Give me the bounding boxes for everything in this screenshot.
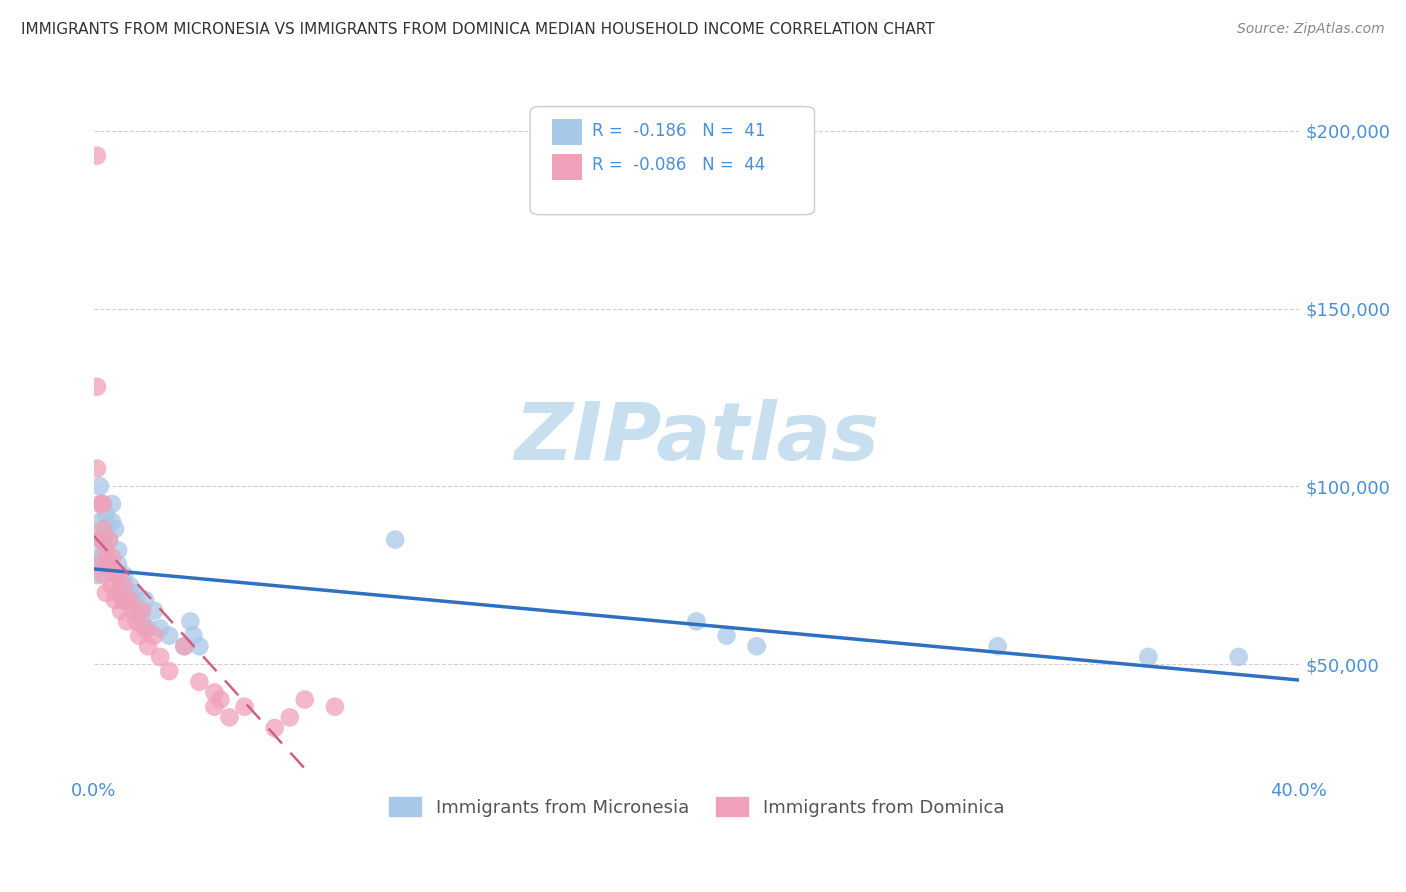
Immigrants from Dominica [91, 497, 114, 511]
Immigrants from Dominica [233, 699, 256, 714]
Immigrants from Micronesia [987, 640, 1010, 654]
Immigrants from Dominica [104, 593, 127, 607]
Immigrants from Dominica [104, 568, 127, 582]
Immigrants from Dominica [120, 593, 142, 607]
Immigrants from Dominica [112, 579, 135, 593]
Immigrants from Dominica [157, 664, 180, 678]
Immigrants from Dominica [98, 558, 121, 572]
Immigrants from Dominica [134, 622, 156, 636]
Immigrants from Dominica [112, 593, 135, 607]
Immigrants from Dominica [122, 604, 145, 618]
Immigrants from Dominica [89, 533, 111, 547]
Immigrants from Micronesia [384, 533, 406, 547]
Immigrants from Micronesia [91, 497, 114, 511]
Immigrants from Micronesia [94, 522, 117, 536]
Immigrants from Micronesia [91, 533, 114, 547]
Immigrants from Micronesia [131, 615, 153, 629]
Immigrants from Dominica [94, 543, 117, 558]
Immigrants from Dominica [110, 604, 132, 618]
Immigrants from Micronesia [98, 558, 121, 572]
Immigrants from Dominica [98, 533, 121, 547]
Immigrants from Dominica [125, 615, 148, 629]
Immigrants from Dominica [294, 692, 316, 706]
Immigrants from Dominica [173, 640, 195, 654]
Immigrants from Dominica [188, 674, 211, 689]
Immigrants from Micronesia [173, 640, 195, 654]
Immigrants from Dominica [323, 699, 346, 714]
Immigrants from Micronesia [685, 615, 707, 629]
Immigrants from Dominica [86, 380, 108, 394]
Immigrants from Dominica [204, 699, 226, 714]
Immigrants from Dominica [136, 640, 159, 654]
Immigrants from Dominica [86, 461, 108, 475]
Immigrants from Micronesia [101, 515, 124, 529]
Immigrants from Micronesia [107, 543, 129, 558]
Immigrants from Dominica [101, 550, 124, 565]
Immigrants from Dominica [94, 586, 117, 600]
Text: Source: ZipAtlas.com: Source: ZipAtlas.com [1237, 22, 1385, 37]
FancyBboxPatch shape [551, 153, 582, 180]
Immigrants from Micronesia [128, 604, 150, 618]
Immigrants from Micronesia [188, 640, 211, 654]
Immigrants from Dominica [115, 615, 138, 629]
Immigrants from Micronesia [120, 579, 142, 593]
Immigrants from Micronesia [1227, 649, 1250, 664]
Text: ZIPatlas: ZIPatlas [515, 399, 879, 477]
Immigrants from Dominica [143, 629, 166, 643]
Immigrants from Micronesia [183, 629, 205, 643]
Immigrants from Micronesia [149, 622, 172, 636]
Immigrants from Micronesia [98, 533, 121, 547]
Text: R =  -0.186   N =  41: R = -0.186 N = 41 [592, 122, 765, 140]
Immigrants from Dominica [204, 685, 226, 699]
Immigrants from Micronesia [136, 622, 159, 636]
Immigrants from Dominica [128, 629, 150, 643]
Immigrants from Dominica [149, 649, 172, 664]
Immigrants from Micronesia [1137, 649, 1160, 664]
Immigrants from Micronesia [89, 515, 111, 529]
Immigrants from Micronesia [179, 615, 201, 629]
Immigrants from Micronesia [89, 479, 111, 493]
Immigrants from Micronesia [107, 558, 129, 572]
Immigrants from Dominica [89, 558, 111, 572]
Text: R =  -0.086   N =  44: R = -0.086 N = 44 [592, 156, 765, 175]
Immigrants from Micronesia [112, 593, 135, 607]
FancyBboxPatch shape [551, 119, 582, 145]
Immigrants from Dominica [218, 710, 240, 724]
Immigrants from Micronesia [122, 586, 145, 600]
Immigrants from Micronesia [716, 629, 738, 643]
Immigrants from Dominica [278, 710, 301, 724]
Legend: Immigrants from Micronesia, Immigrants from Dominica: Immigrants from Micronesia, Immigrants f… [381, 790, 1011, 824]
Immigrants from Micronesia [143, 604, 166, 618]
FancyBboxPatch shape [530, 106, 814, 215]
Immigrants from Dominica [209, 692, 232, 706]
Immigrants from Micronesia [134, 593, 156, 607]
Immigrants from Dominica [89, 497, 111, 511]
Immigrants from Micronesia [89, 533, 111, 547]
Immigrants from Micronesia [86, 550, 108, 565]
Immigrants from Dominica [107, 568, 129, 582]
Immigrants from Micronesia [91, 550, 114, 565]
Immigrants from Micronesia [94, 508, 117, 522]
Immigrants from Dominica [131, 604, 153, 618]
Text: IMMIGRANTS FROM MICRONESIA VS IMMIGRANTS FROM DOMINICA MEDIAN HOUSEHOLD INCOME C: IMMIGRANTS FROM MICRONESIA VS IMMIGRANTS… [21, 22, 935, 37]
Immigrants from Micronesia [86, 568, 108, 582]
Immigrants from Micronesia [745, 640, 768, 654]
Immigrants from Micronesia [157, 629, 180, 643]
Immigrants from Micronesia [112, 568, 135, 582]
Immigrants from Micronesia [110, 579, 132, 593]
Immigrants from Micronesia [104, 522, 127, 536]
Immigrants from Dominica [86, 148, 108, 162]
Immigrants from Micronesia [101, 497, 124, 511]
Immigrants from Dominica [91, 522, 114, 536]
Immigrants from Micronesia [125, 593, 148, 607]
Immigrants from Dominica [101, 579, 124, 593]
Immigrants from Dominica [263, 721, 285, 735]
Immigrants from Dominica [91, 568, 114, 582]
Immigrants from Dominica [107, 586, 129, 600]
